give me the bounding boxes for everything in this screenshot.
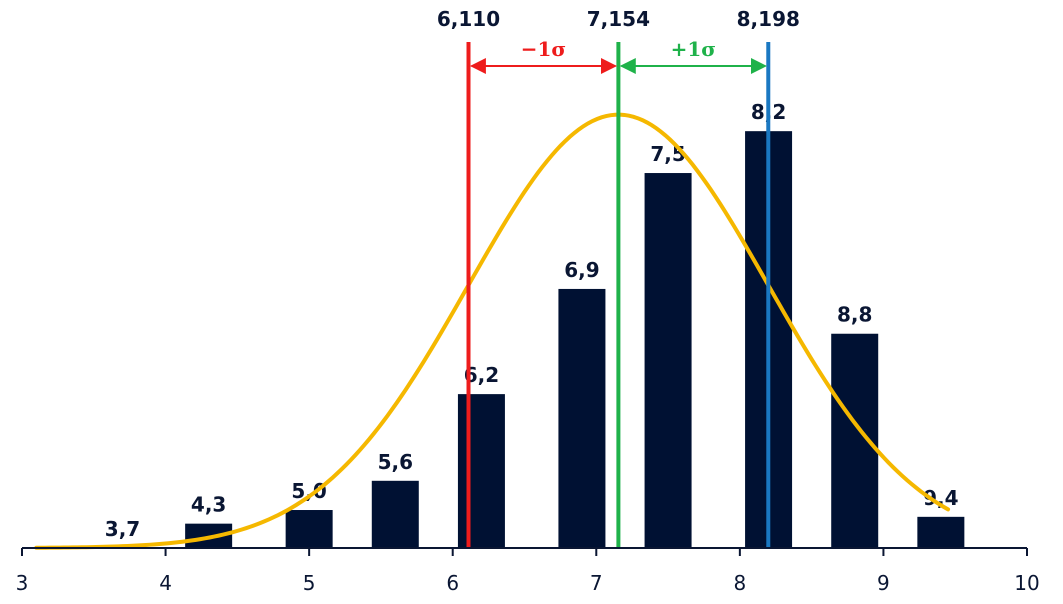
curve-layer [34,112,951,550]
bar [285,510,333,548]
sigma-label: −1σ [521,37,566,61]
bar-value-label: 7,5 [650,142,685,166]
reference-line-label: 7,154 [587,7,650,31]
bar-value-label: 5,0 [291,479,326,503]
x-tick-label: 7 [590,571,603,595]
bars-layer: 3,74,35,05,66,26,97,58,28,89,4 [105,100,965,549]
bar-value-label: 4,3 [191,493,226,517]
x-axis: 3 4 5 6 7 8 9 10 [16,547,1040,595]
bar [644,173,692,549]
bar-value-label: 3,7 [105,517,140,541]
x-tick-label: 5 [303,571,316,595]
bar-value-label: 6,9 [564,258,599,282]
bar [457,394,505,548]
bar-value-label: 5,6 [378,450,413,474]
reference-line-label: 8,198 [737,7,800,31]
normal-distribution-curve [34,112,951,550]
bar [917,516,965,548]
x-tick-label: 4 [159,571,172,595]
x-tick-label: 9 [877,571,890,595]
bar [371,480,419,548]
x-tick-label: 8 [733,571,746,595]
reference-line-label: 6,110 [437,7,500,31]
sigma-label: +1σ [671,37,716,61]
x-tick-label: 10 [1014,571,1039,595]
vertical-lines-layer: 6,110 7,154 8,198 −1σ +1σ [437,7,800,548]
bar [558,288,606,548]
x-tick-label: 3 [16,571,29,595]
bar-value-label: 8,8 [837,303,872,327]
x-tick-label: 6 [446,571,459,595]
